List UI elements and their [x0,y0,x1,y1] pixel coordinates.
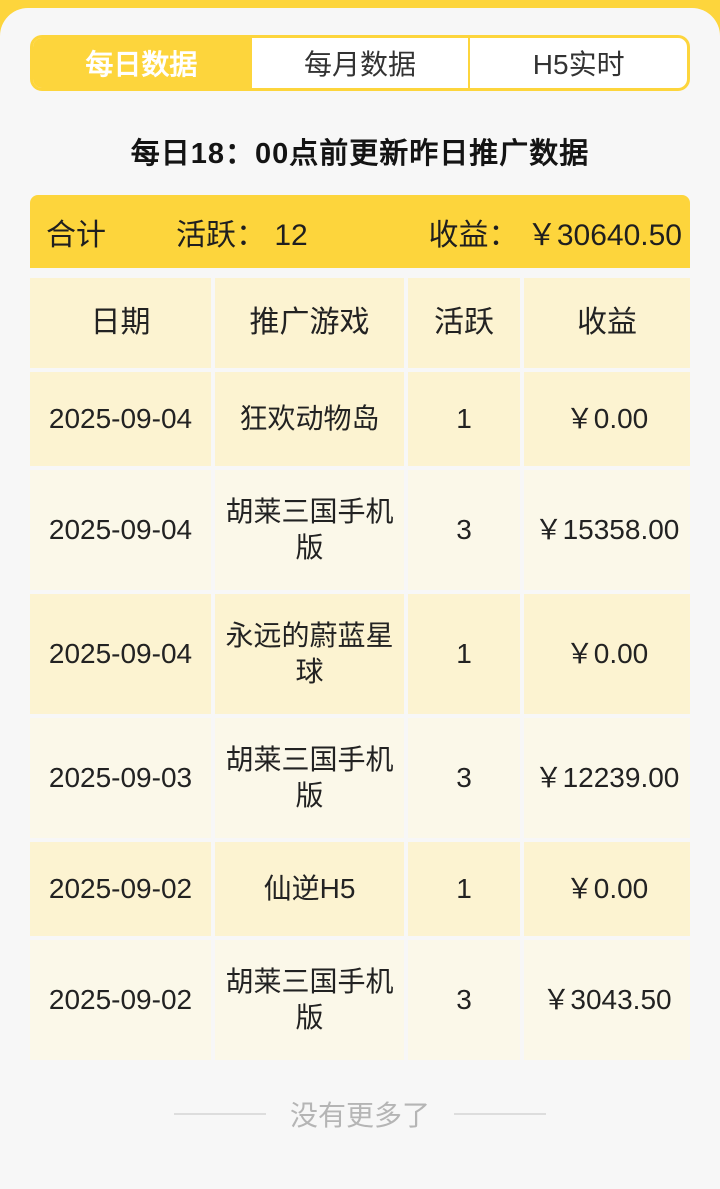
revenue-cell: ￥3043.50 [524,940,690,1060]
game-cell: 胡莱三国手机版 [215,718,404,838]
active-cell: 1 [408,372,520,466]
revenue-cell: ￥15358.00 [524,470,690,590]
date-cell: 2025-09-04 [30,470,211,590]
revenue-cell: ￥0.00 [524,594,690,714]
summary-total-label: 合计 [46,218,106,252]
game-cell: 永远的蔚蓝星球 [215,594,404,714]
content-sheet: 每日数据 每月数据 H5实时 每日18：00点前更新昨日推广数据 合计 活跃： … [0,8,720,1189]
update-notice: 每日18：00点前更新昨日推广数据 [130,138,590,170]
summary-revenue: 收益： ￥30640.50 [429,210,682,254]
game-cell: 胡莱三国手机版 [215,470,404,590]
summary-bar: 合计 活跃： 12 收益： ￥30640.50 [30,195,690,268]
tab-bar: 每日数据 每月数据 H5实时 [30,35,690,91]
no-more-text: 没有更多了 [289,1100,430,1131]
header-cell-game: 推广游戏 [215,278,404,368]
tab-monthly-data[interactable]: 每月数据 [249,38,469,88]
no-more-divider-right [454,1113,546,1115]
tab-h5-realtime[interactable]: H5实时 [468,38,687,88]
active-cell: 3 [408,718,520,838]
game-cell: 狂欢动物岛 [215,372,404,466]
game-cell: 胡莱三国手机版 [215,940,404,1060]
summary-active-value: 12 [274,218,308,252]
summary-active-label: 活跃： [176,218,266,252]
active-cell: 1 [408,594,520,714]
no-more-divider-left [173,1113,266,1115]
summary-active: 活跃： 12 [176,210,308,254]
date-cell: 2025-09-02 [30,842,211,936]
date-cell: 2025-09-04 [30,372,211,466]
summary-revenue-label: 收益： [428,218,519,252]
revenue-cell: ￥0.00 [524,372,690,466]
summary-revenue-value: ￥30640.50 [526,218,682,252]
header-cell-revenue: 收益 [524,278,690,368]
date-cell: 2025-09-04 [30,594,211,714]
no-more-indicator: 没有更多了 [0,1094,720,1134]
game-cell: 仙逆H5 [215,842,404,936]
date-cell: 2025-09-02 [30,940,211,1060]
active-cell: 1 [408,842,520,936]
active-cell: 3 [408,470,520,590]
revenue-cell: ￥0.00 [524,842,690,936]
active-cell: 3 [408,940,520,1060]
data-table: 日期 推广游戏 活跃 收益 2025-09-04 狂欢动物岛 1 ￥0.00 2… [30,278,690,1060]
tab-daily-data[interactable]: 每日数据 [33,38,250,88]
revenue-cell: ￥12239.00 [524,718,690,838]
date-cell: 2025-09-03 [30,718,211,838]
header-cell-date: 日期 [30,278,211,368]
header-cell-active: 活跃 [408,278,520,368]
